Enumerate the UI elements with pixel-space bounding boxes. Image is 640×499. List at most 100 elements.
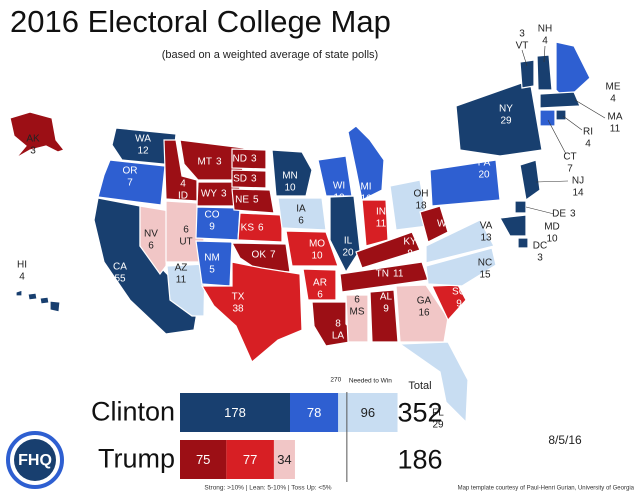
state-abbr: MA [608,112,623,123]
state-ev: 11 [610,124,621,135]
state [237,212,283,243]
state [514,200,527,214]
state-abbr: MD [544,222,560,233]
tally-bar [180,440,227,479]
state-abbr: ND [233,154,247,165]
state [395,284,449,343]
state-abbr: AK [26,134,40,145]
state-ev: 16 [418,308,430,319]
tally-bar [338,393,398,432]
state [425,219,495,264]
state-ev: 5 [442,207,448,218]
logo: FHQ [6,431,64,489]
state-abbr: SD [233,174,247,185]
state [429,159,501,207]
needed-label: Needed to Win [349,378,392,385]
state-ev: 20 [478,170,490,181]
state-ev: 11 [376,219,387,230]
leader-line [562,115,583,131]
state-abbr: IN [376,207,386,218]
leader-line [574,99,606,119]
state-ev: 16 [360,194,372,205]
state-ev: 6 [317,290,323,301]
state-ev: 14 [572,188,584,199]
state [39,296,50,305]
state-ev: 6 [183,225,189,236]
state-abbr: MI [360,182,371,193]
state-abbr: DE [552,209,566,220]
tally-total: 352 [397,398,442,428]
state-abbr: MT [198,157,212,168]
state-abbr: OH [414,189,429,200]
state-ev: 3 [251,154,257,165]
state-ev: 3 [216,157,222,168]
state-abbr: KS [241,223,255,234]
state-ev: 10 [284,183,296,194]
state-ev: 6 [258,223,264,234]
state-ev: 6 [298,216,304,227]
state-ev: 3 [251,174,257,185]
state-abbr: WV [437,219,453,230]
state-ev: 4 [180,179,186,190]
state-ev: 38 [232,304,244,315]
state-ev: 13 [480,233,492,244]
state [329,195,361,274]
state-abbr: VA [480,221,493,232]
state-abbr: DC [533,241,547,252]
date: 8/5/16 [548,433,582,447]
state-ev: 3 [570,209,576,220]
state-abbr: NC [478,258,492,269]
tally-value: 34 [277,452,291,467]
state-abbr: PA [478,158,491,169]
state-ev: 20 [342,248,354,259]
state [425,247,497,287]
state [302,268,337,301]
tally-total: 186 [397,445,442,475]
state [49,300,61,313]
state-abbr: NH [538,24,552,35]
state-abbr: CA [113,262,127,273]
state [517,237,529,249]
state-abbr: MN [282,171,298,182]
state [355,231,421,269]
state-abbr: AZ [175,263,188,274]
state [139,205,171,276]
state [97,159,166,206]
state [419,205,449,243]
state-ev: 3 [537,253,543,264]
state [200,261,303,363]
leader-line [547,119,567,155]
state-abbr: WY [201,189,217,200]
state-abbr: MS [350,307,365,318]
subtitle: (based on a weighted average of state po… [162,49,378,61]
total-label: Total [408,380,431,392]
state [111,127,177,166]
state [231,188,275,214]
state-ev: 11 [176,275,187,286]
state-abbr: HI [17,260,27,271]
state-ev: 3 [30,146,36,157]
leader-line [525,206,555,215]
logo-text: FHQ [18,452,52,469]
leader-line [543,45,546,63]
title: 2016 Electoral College Map [10,4,391,39]
state [536,54,553,91]
state-abbr: VT [516,41,529,52]
state-ev: 3 [519,29,525,40]
state-ev: 4 [19,272,25,283]
state [277,197,327,231]
state-abbr: NJ [572,176,584,187]
state-abbr: OR [123,166,138,177]
state [9,111,66,159]
state-ev: 9 [383,304,389,315]
state-abbr: CO [205,210,220,221]
state [398,341,469,424]
state-abbr: TX [232,292,245,303]
state-abbr: TN [376,269,389,280]
state-abbr: MO [309,239,325,250]
tally-bar [273,440,295,479]
state-ev: 8 [335,319,341,330]
state-abbr: IA [296,204,306,215]
state-abbr: LA [332,331,345,342]
